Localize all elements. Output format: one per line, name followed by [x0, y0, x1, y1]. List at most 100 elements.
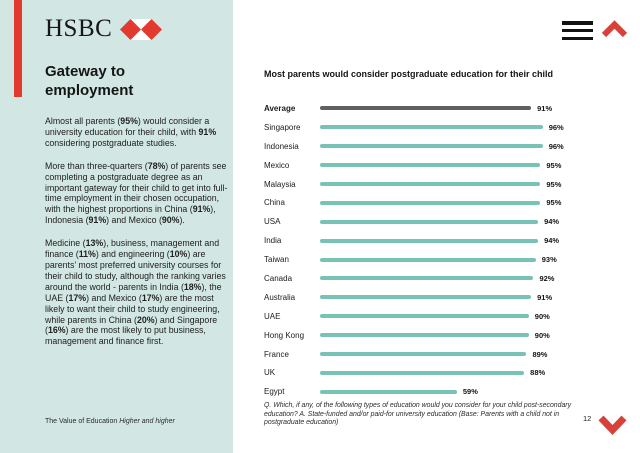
accent-bar: [14, 0, 22, 97]
chart-category-label: Hong Kong: [264, 330, 305, 340]
chart-category-label: Singapore: [264, 122, 301, 132]
chart-bar-track: 91%: [320, 293, 552, 302]
chart-category-label: Mexico: [264, 160, 290, 170]
chart-value-label: 59%: [462, 387, 478, 397]
chart-bar: [320, 276, 534, 281]
page-number: 12: [583, 414, 592, 423]
chart-bar-track: 95%: [320, 161, 561, 170]
body-paragraph: Almost all parents (95%) would consider …: [45, 116, 217, 148]
chart-bar: [320, 333, 529, 338]
chart-category-label: China: [264, 198, 285, 208]
chart-bar: [320, 144, 543, 149]
chart-category-label: Taiwan: [264, 255, 289, 265]
body-paragraphs: Almost all parents (95%) would consider …: [45, 116, 232, 359]
hamburger-bar: [562, 21, 593, 25]
chart-value-label: 94%: [544, 217, 560, 227]
chart-category-label: France: [264, 349, 289, 359]
footer-report-title: The Value of Education: [45, 418, 120, 425]
chart-row: Malaysia 95%: [264, 175, 624, 194]
chart-bar: [320, 200, 541, 205]
chart-bar-track: 94%: [320, 217, 559, 226]
chart-bar: [320, 257, 536, 262]
chart-bar-track: 94%: [320, 236, 559, 245]
chart-row: Hong Kong 90%: [264, 326, 624, 345]
chart-bar: [320, 295, 532, 300]
hsbc-wordmark: HSBC: [45, 15, 113, 42]
chart-category-label: Australia: [264, 292, 296, 302]
chart-row: USA 94%: [264, 212, 624, 231]
chart-bar: [320, 238, 539, 243]
body-paragraph: More than three-quarters (78%) of parent…: [45, 160, 228, 226]
hamburger-menu-icon[interactable]: [562, 21, 593, 41]
chart-bar: [320, 219, 539, 224]
chart-bar: [320, 389, 457, 394]
chart-footnote: Q. Which, if any, of the following types…: [264, 402, 572, 427]
chart-value-label: 95%: [546, 179, 562, 189]
hsbc-hexagon-icon: [120, 18, 163, 40]
hamburger-bar: [562, 36, 593, 41]
chart-row: UK 88%: [264, 363, 624, 382]
chart-bar-track: 89%: [320, 350, 552, 359]
chart-row: China 95%: [264, 193, 624, 212]
chart-bar-track: 95%: [320, 198, 561, 207]
chart-category-label: Canada: [264, 273, 293, 283]
chart-value-label: 96%: [548, 141, 564, 151]
chart-row: Taiwan 93%: [264, 250, 624, 269]
chart-value-label: 89%: [532, 349, 548, 359]
chart-value-label: 95%: [546, 160, 562, 170]
chevron-down-icon[interactable]: [597, 414, 628, 441]
chart-row: France 89%: [264, 345, 624, 364]
chart-row: Singapore 96%: [264, 118, 624, 137]
chart-category-label: USA: [264, 217, 281, 227]
body-paragraph: Medicine (13%), business, management and…: [45, 238, 226, 347]
chevron-up-icon[interactable]: [601, 20, 628, 43]
chart-bar-track: 59%: [320, 387, 552, 396]
chart-bar-track: 90%: [320, 331, 552, 340]
chart-title: Most parents would consider postgraduate…: [264, 69, 554, 79]
chart-row: UAE 90%: [264, 307, 624, 326]
chart-category-label: Malaysia: [264, 179, 296, 189]
chart-value-label: 88%: [530, 368, 546, 378]
chart-value-label: 90%: [534, 330, 550, 340]
chart-bar-track: 92%: [320, 273, 555, 283]
chart-row: Egypt 59%: [264, 382, 624, 401]
chart-category-label: Indonesia: [264, 141, 299, 151]
chart-row: Australia 91%: [264, 288, 624, 307]
chart-value-label: 95%: [546, 198, 562, 208]
chart-bar-track: 90%: [320, 312, 552, 321]
chart-bar-track: 93%: [320, 255, 557, 264]
footer-report-subtitle: Higher and higher: [119, 418, 175, 425]
left-panel: HSBC Gateway to employment Almost all pa…: [0, 0, 233, 453]
chart-bar: [320, 370, 525, 375]
chart-category-label: Egypt: [264, 387, 285, 397]
chart-bar: [320, 163, 541, 168]
chart-category-label: Average: [264, 103, 296, 113]
chart-bar-track: 88%: [320, 368, 552, 377]
chart-bar: [320, 106, 532, 111]
chart-value-label: 92%: [539, 273, 555, 283]
chart-value-label: 90%: [534, 311, 550, 321]
chart-bar: [320, 314, 529, 319]
bar-chart: Average 91% Singapore 96% Indonesia 96% Mexico…: [264, 99, 624, 401]
chart-bar-track: 91%: [320, 104, 552, 113]
chart-row: Indonesia 96%: [264, 137, 624, 156]
chart-bar-track: 95%: [320, 180, 561, 189]
report-footer: The Value of Education Higher and higher: [45, 418, 175, 425]
chart-row: Average 91%: [264, 99, 624, 118]
chart-value-label: 91%: [537, 103, 553, 113]
chart-panel: Most parents would consider postgraduate…: [233, 0, 640, 453]
chart-bar: [320, 182, 541, 186]
chart-value-label: 93%: [541, 255, 557, 265]
chart-bar-track: 96%: [320, 142, 564, 151]
chart-row: Mexico 95%: [264, 156, 624, 175]
hamburger-bar: [562, 28, 593, 33]
chart-row: Canada 92%: [264, 269, 624, 288]
chart-category-label: UAE: [264, 311, 281, 321]
chart-value-label: 96%: [548, 122, 564, 132]
chart-category-label: UK: [264, 368, 276, 378]
chart-bar: [320, 352, 527, 357]
chart-bar-track: 96%: [320, 123, 564, 132]
chart-row: India 94%: [264, 231, 624, 250]
hsbc-logo: HSBC: [45, 15, 163, 42]
